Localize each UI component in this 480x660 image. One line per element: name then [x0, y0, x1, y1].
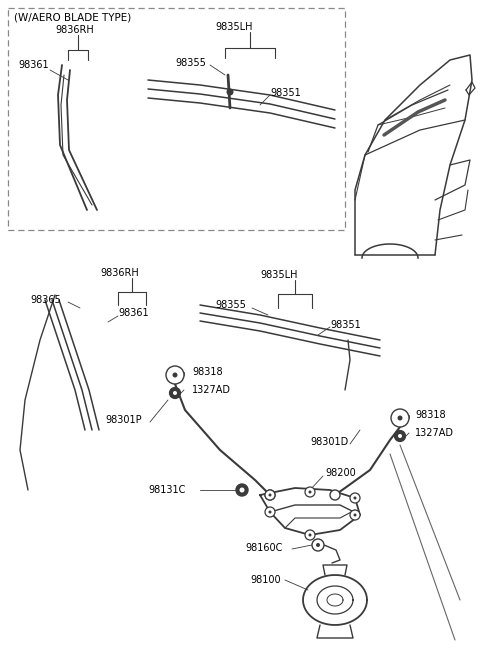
Circle shape	[265, 507, 275, 517]
Circle shape	[330, 490, 340, 500]
Text: 98100: 98100	[250, 575, 281, 585]
Circle shape	[268, 494, 272, 496]
Text: 98301P: 98301P	[105, 415, 142, 425]
Circle shape	[353, 513, 357, 517]
Circle shape	[227, 88, 233, 96]
Circle shape	[268, 510, 272, 513]
Circle shape	[309, 533, 312, 537]
Circle shape	[309, 490, 312, 494]
Circle shape	[265, 490, 275, 500]
Circle shape	[305, 487, 315, 497]
Text: 98160C: 98160C	[245, 543, 282, 553]
Circle shape	[316, 543, 320, 547]
Circle shape	[350, 493, 360, 503]
Circle shape	[240, 488, 244, 492]
Circle shape	[391, 409, 409, 427]
Circle shape	[169, 387, 180, 399]
Text: 98361: 98361	[118, 308, 149, 318]
Text: 98355: 98355	[175, 58, 206, 68]
Text: 98355: 98355	[215, 300, 246, 310]
Text: 98365: 98365	[30, 295, 61, 305]
Circle shape	[172, 372, 178, 378]
Text: 98131C: 98131C	[148, 485, 185, 495]
Circle shape	[395, 430, 406, 442]
Text: 98351: 98351	[330, 320, 361, 330]
Text: 9836RH: 9836RH	[100, 268, 139, 278]
Circle shape	[166, 366, 184, 384]
Circle shape	[265, 490, 275, 500]
Text: 1327AD: 1327AD	[415, 428, 454, 438]
Circle shape	[397, 416, 403, 420]
Circle shape	[353, 496, 357, 500]
Text: 1327AD: 1327AD	[192, 385, 231, 395]
Text: 98301D: 98301D	[310, 437, 348, 447]
Circle shape	[236, 484, 248, 496]
Text: 98318: 98318	[415, 410, 445, 420]
Circle shape	[305, 530, 315, 540]
Text: 98200: 98200	[325, 468, 356, 478]
Circle shape	[312, 539, 324, 551]
Text: 9836RH: 9836RH	[55, 25, 94, 35]
Text: 98351: 98351	[270, 88, 301, 98]
Text: 98318: 98318	[192, 367, 223, 377]
Text: 9835LH: 9835LH	[215, 22, 252, 32]
Circle shape	[398, 434, 402, 438]
Circle shape	[350, 510, 360, 520]
Circle shape	[173, 391, 177, 395]
Text: (W/AERO BLADE TYPE): (W/AERO BLADE TYPE)	[14, 12, 131, 22]
Text: 9835LH: 9835LH	[260, 270, 298, 280]
Text: 98361: 98361	[18, 60, 48, 70]
